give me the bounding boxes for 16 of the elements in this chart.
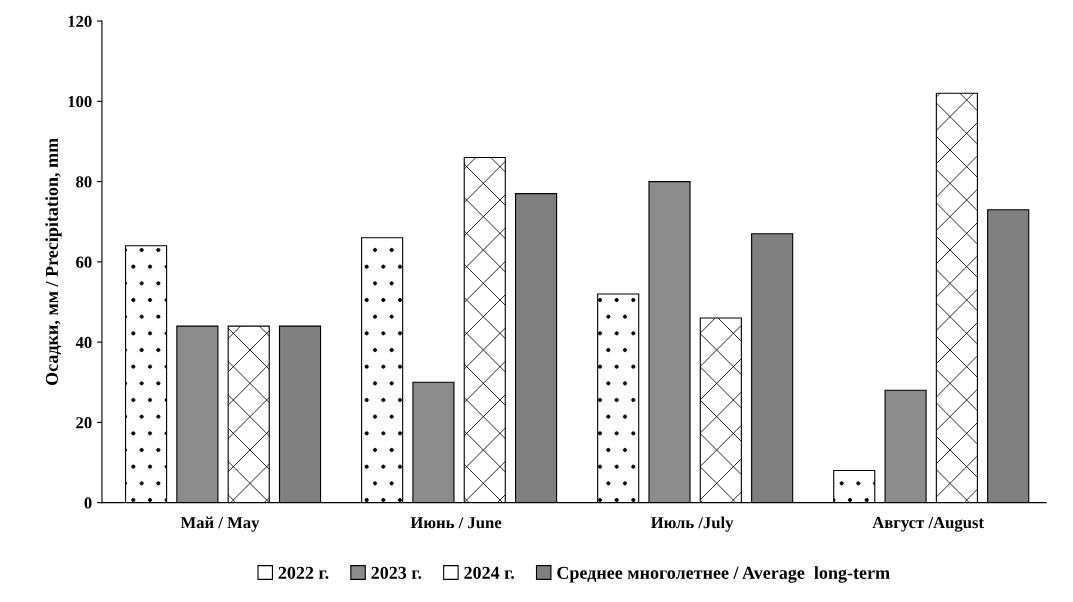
legend-label: 2022 г. (278, 566, 329, 580)
legend-label: 2024 г. (464, 566, 515, 580)
y-axis-title: Осадки, мм / Precipitation, mm (45, 138, 62, 385)
y-tick-label: 120 (68, 15, 92, 28)
x-tick-label: Июль /July (650, 516, 734, 532)
y-tick-label: 100 (68, 96, 92, 108)
y-tick-label: 40 (75, 336, 92, 349)
y-tick-label: 20 (76, 417, 92, 429)
x-tick-label: Май / May (180, 516, 260, 532)
legend-label: Среднее многолетнее / Average long-term (557, 566, 890, 583)
y-tick-label: 60 (76, 256, 92, 268)
y-tick-label: 80 (76, 176, 92, 188)
x-tick-label: Июнь / June (410, 517, 502, 529)
y-tick-label: 0 (84, 497, 92, 509)
x-tick-label: Август /August (872, 516, 984, 532)
legend-label: 2023 г. (371, 566, 422, 580)
